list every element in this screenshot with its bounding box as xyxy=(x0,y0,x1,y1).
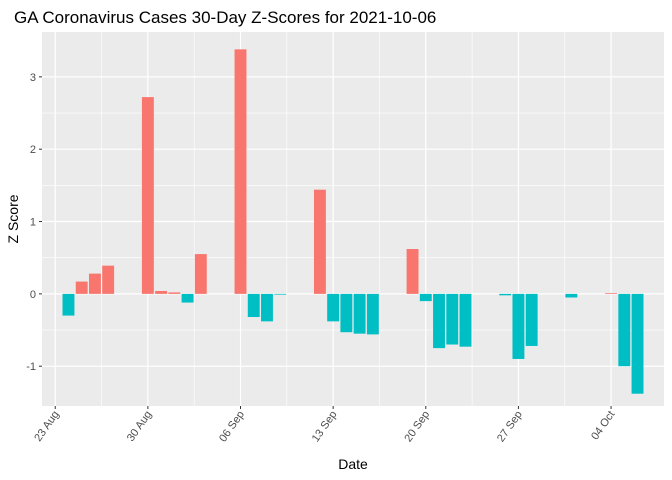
x-tick-label: 30 Aug xyxy=(125,409,154,444)
y-tick-label: 2 xyxy=(30,144,36,156)
bar xyxy=(141,97,154,294)
bar xyxy=(366,293,379,335)
x-tick-label: 06 Sep xyxy=(217,409,247,444)
bar xyxy=(340,293,353,333)
bar xyxy=(155,290,168,294)
bar xyxy=(313,189,326,294)
y-axis-label: Z Score xyxy=(5,194,21,243)
bar xyxy=(62,293,75,316)
bar xyxy=(499,293,512,296)
bar xyxy=(102,265,115,294)
bar xyxy=(261,293,273,322)
bar xyxy=(327,293,340,322)
bar xyxy=(631,293,644,394)
bar xyxy=(419,293,432,302)
x-tick-label: 20 Sep xyxy=(402,409,432,444)
x-tick-label: 13 Sep xyxy=(310,409,340,444)
bar xyxy=(194,254,207,294)
bar xyxy=(75,281,88,294)
bar xyxy=(459,293,472,347)
bar xyxy=(618,293,631,367)
bar xyxy=(433,293,445,349)
bar xyxy=(274,293,287,295)
bar xyxy=(446,293,459,345)
bar xyxy=(525,293,538,346)
x-axis-label: Date xyxy=(338,456,368,472)
x-tick-label: 04 Oct xyxy=(589,409,617,442)
bar xyxy=(605,293,618,294)
bar xyxy=(234,49,247,294)
bar xyxy=(181,293,194,303)
panel-background xyxy=(42,32,664,406)
y-tick-label: 0 xyxy=(30,289,36,301)
x-tick-label: 23 Aug xyxy=(32,409,61,444)
bar xyxy=(406,249,419,294)
y-tick-label: 1 xyxy=(30,217,36,229)
bar xyxy=(88,273,101,294)
bar xyxy=(353,293,366,334)
bars xyxy=(62,49,644,394)
x-tick-label: 27 Sep xyxy=(495,409,525,444)
y-tick-label: 3 xyxy=(30,72,36,84)
bar xyxy=(247,293,260,318)
chart-title: GA Coronavirus Cases 30-Day Z-Scores for… xyxy=(14,8,436,27)
bar xyxy=(168,292,181,294)
bar xyxy=(512,293,525,359)
y-tick-label: -1 xyxy=(26,361,36,373)
bar xyxy=(565,293,578,298)
